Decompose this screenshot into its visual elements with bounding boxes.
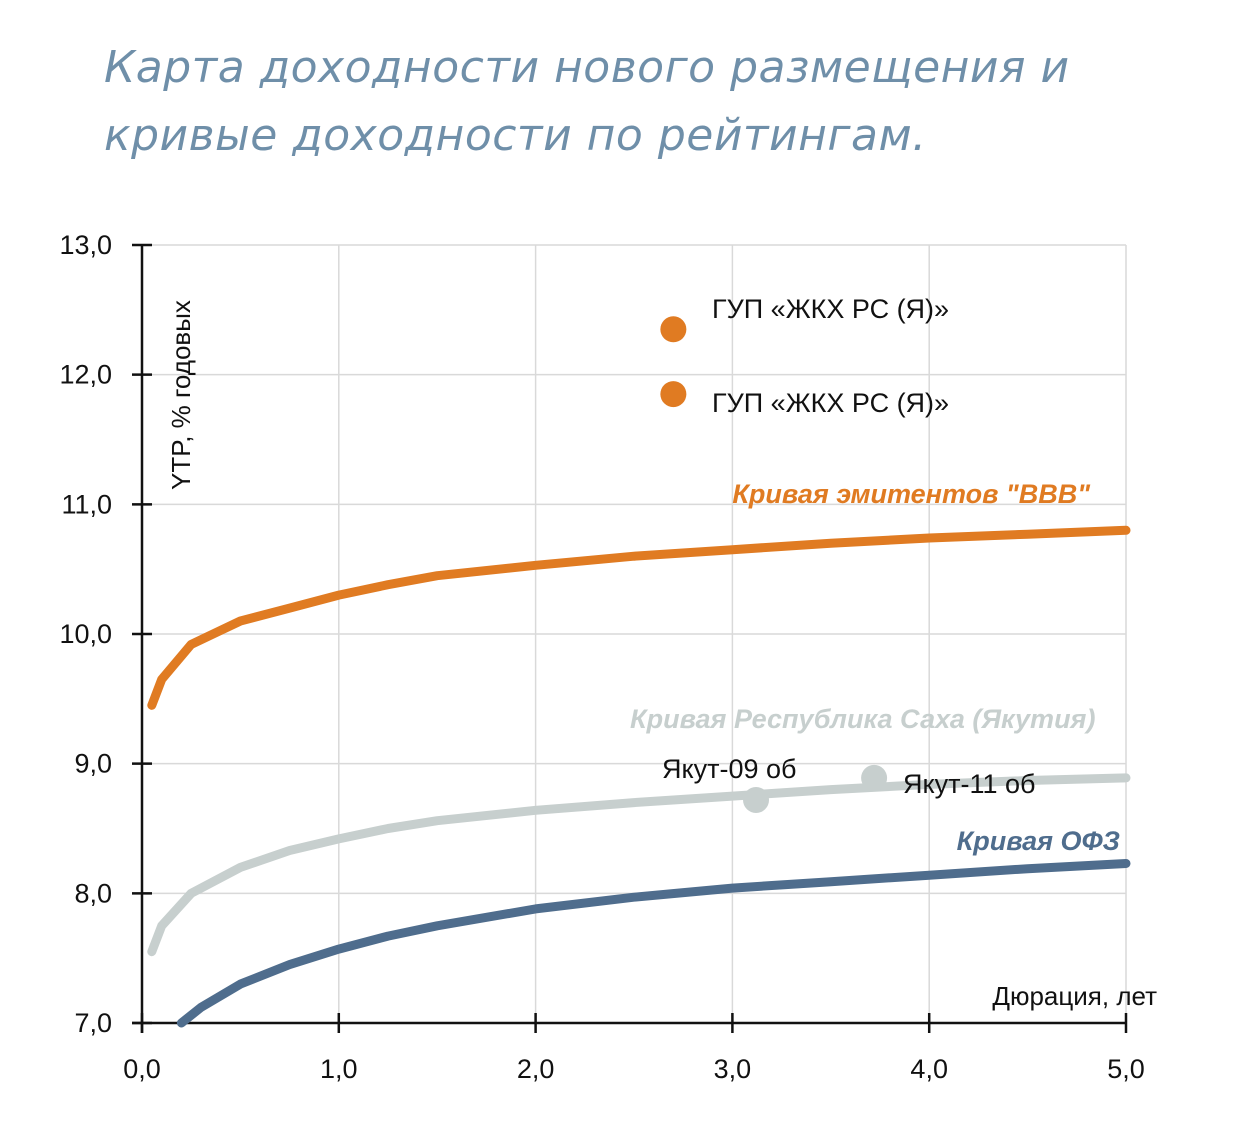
x-tick-label: 3,0 <box>714 1054 752 1084</box>
data-point <box>861 764 888 791</box>
y-axis-title: YTP, % годовых <box>166 300 196 490</box>
series-lines <box>147 525 1131 1028</box>
y-tick-label: 7,0 <box>74 1008 112 1038</box>
series-line <box>147 525 1131 710</box>
x-tick-label: 0,0 <box>123 1054 161 1084</box>
y-tick-label: 11,0 <box>61 489 112 519</box>
series-label: Кривая Республика Саха (Якутия) <box>630 704 1095 734</box>
x-tick-label: 1,0 <box>320 1054 358 1084</box>
point-label: ГУП «ЖКХ РС (Я)» <box>712 388 949 418</box>
x-tick-label: 5,0 <box>1107 1054 1145 1084</box>
chart-title: Карта доходности нового размещения и кри… <box>104 34 1204 170</box>
y-tick-label: 12,0 <box>59 360 112 390</box>
series-label: Кривая эмитентов "BBB" <box>732 479 1091 509</box>
data-point <box>660 381 687 408</box>
data-points <box>660 316 888 813</box>
point-label: ГУП «ЖКХ РС (Я)» <box>712 294 949 324</box>
x-tick-label: 4,0 <box>910 1054 948 1084</box>
x-axis-title: Дюрация, лет <box>992 981 1157 1011</box>
chart-title-line-1: Карта доходности нового размещения и <box>104 42 1070 93</box>
data-point <box>743 786 770 813</box>
series-line <box>176 859 1131 1028</box>
series-line <box>147 773 1131 957</box>
grid-lines <box>141 244 1127 1024</box>
chart-labels: YTP, % годовых Дюрация, лет Кривая эмитент… <box>166 294 1157 1011</box>
axes: 0,0 1,0 2,0 3,0 4,0 5,0 7,0 8,0 9,0 10,0 11,0 12,0 1… <box>59 230 1144 1084</box>
series-label: Кривая ОФЗ <box>957 826 1120 856</box>
y-tick-label: 10,0 <box>59 619 112 649</box>
y-tick-label: 8,0 <box>74 878 112 908</box>
chart-title-line-2: кривые доходности по рейтингам. <box>104 110 927 161</box>
data-point <box>660 316 687 343</box>
point-label: Якут-09 об <box>662 754 797 784</box>
y-tick-label: 13,0 <box>59 230 112 260</box>
x-tick-label: 2,0 <box>517 1054 555 1084</box>
point-label: Якут-11 об <box>903 769 1035 799</box>
y-tick-label: 9,0 <box>74 749 112 779</box>
